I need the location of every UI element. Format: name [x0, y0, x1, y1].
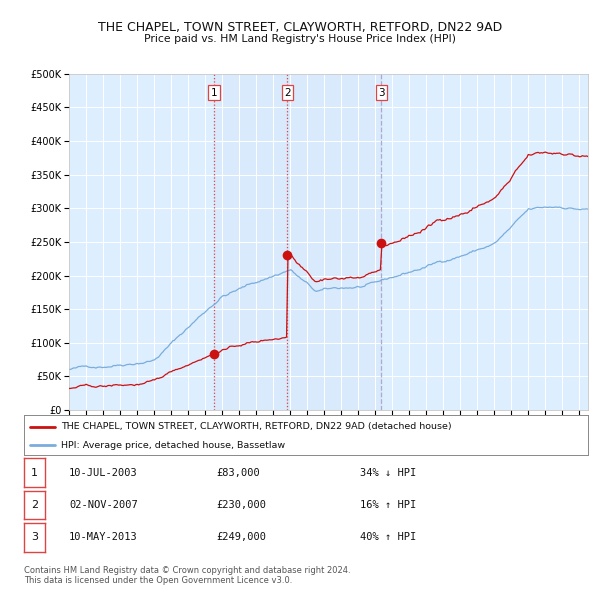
Bar [214, 74, 287, 410]
Text: 34% ↓ HPI: 34% ↓ HPI [360, 468, 416, 477]
Text: Contains HM Land Registry data © Crown copyright and database right 2024.: Contains HM Land Registry data © Crown c… [24, 566, 350, 575]
Text: 10-MAY-2013: 10-MAY-2013 [69, 533, 138, 542]
Text: 16% ↑ HPI: 16% ↑ HPI [360, 500, 416, 510]
Text: This data is licensed under the Open Government Licence v3.0.: This data is licensed under the Open Gov… [24, 576, 292, 585]
Text: 2: 2 [31, 500, 38, 510]
Text: 2: 2 [284, 87, 291, 97]
Text: HPI: Average price, detached house, Bassetlaw: HPI: Average price, detached house, Bass… [61, 441, 285, 450]
Text: 1: 1 [31, 468, 38, 477]
Text: Price paid vs. HM Land Registry's House Price Index (HPI): Price paid vs. HM Land Registry's House … [144, 34, 456, 44]
Text: 1: 1 [211, 87, 217, 97]
Text: £249,000: £249,000 [216, 533, 266, 542]
Text: 10-JUL-2003: 10-JUL-2003 [69, 468, 138, 477]
Text: 40% ↑ HPI: 40% ↑ HPI [360, 533, 416, 542]
Text: £83,000: £83,000 [216, 468, 260, 477]
Text: 02-NOV-2007: 02-NOV-2007 [69, 500, 138, 510]
Bar [287, 74, 382, 410]
Text: THE CHAPEL, TOWN STREET, CLAYWORTH, RETFORD, DN22 9AD: THE CHAPEL, TOWN STREET, CLAYWORTH, RETF… [98, 21, 502, 34]
Text: £230,000: £230,000 [216, 500, 266, 510]
Text: THE CHAPEL, TOWN STREET, CLAYWORTH, RETFORD, DN22 9AD (detached house): THE CHAPEL, TOWN STREET, CLAYWORTH, RETF… [61, 422, 451, 431]
Text: 3: 3 [31, 533, 38, 542]
Text: 3: 3 [378, 87, 385, 97]
